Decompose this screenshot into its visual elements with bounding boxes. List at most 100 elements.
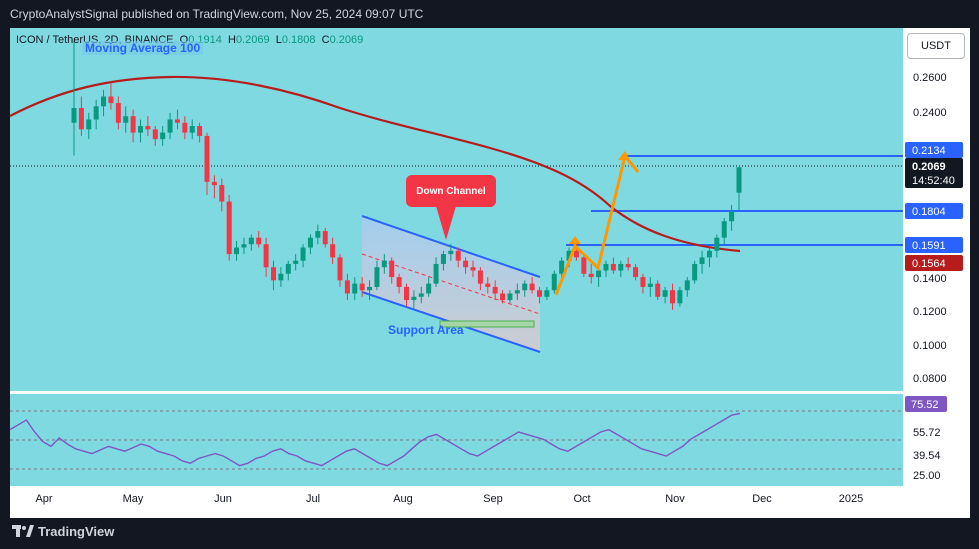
candle-body: [152, 129, 158, 140]
candle-body: [684, 280, 690, 291]
time-tick: Jun: [214, 493, 232, 505]
candle-body: [359, 283, 365, 291]
candle-body: [463, 260, 469, 268]
candle-body: [507, 293, 513, 301]
high-value: 0.2069: [235, 34, 270, 46]
candle-body: [123, 116, 129, 123]
candle-body: [625, 263, 631, 268]
moving-average-label[interactable]: Moving Average 100: [82, 41, 204, 55]
support-area-label: Support Area: [388, 323, 464, 337]
time-tick: Dec: [752, 493, 772, 505]
candle-body: [182, 122, 188, 133]
candle-body: [160, 132, 166, 140]
candle-body: [189, 126, 195, 133]
high-label: H: [227, 34, 236, 46]
candle-body: [322, 231, 328, 245]
candle-body: [234, 247, 240, 255]
candle-body: [596, 270, 602, 278]
candle-body: [610, 263, 616, 271]
candle-body: [93, 106, 99, 120]
candle-body: [374, 267, 380, 287]
candle-body: [544, 290, 550, 297]
candle-body: [248, 237, 254, 245]
candle-body: [721, 221, 727, 238]
level-low-badge: [905, 237, 963, 253]
down-channel-callout: Down Channel: [406, 175, 496, 240]
time-tick: Apr: [35, 493, 52, 505]
time-tick: May: [123, 493, 144, 505]
candle-body: [300, 247, 306, 261]
candle-body: [396, 277, 402, 287]
candle-body: [381, 260, 387, 268]
candle-body: [174, 119, 180, 123]
candle-body: [500, 293, 506, 301]
time-ticks: Apr May Jun Jul Aug Sep Oct Nov Dec 2025: [35, 493, 863, 505]
low-value: 0.1808: [281, 34, 316, 46]
candle-body: [71, 107, 77, 123]
ma-value-badge: [905, 255, 963, 271]
candle-body: [559, 260, 565, 274]
candle-body: [418, 293, 424, 297]
candle-body: [204, 135, 210, 182]
level-mid-badge: [905, 203, 963, 219]
candle-body: [714, 237, 720, 251]
candle-body: [108, 96, 114, 104]
price-tick: 0.1400: [913, 273, 947, 285]
time-axis[interactable]: [10, 486, 903, 518]
support-area-box: [439, 320, 535, 328]
tradingview-brand: TradingView: [38, 524, 115, 539]
candle-body: [455, 250, 461, 261]
level-top-badge-text: 0.2134: [912, 145, 946, 157]
candle-body: [145, 126, 151, 130]
candle-body: [315, 231, 321, 238]
candle-body: [692, 263, 698, 281]
candle-body: [706, 250, 712, 258]
ma-value-badge-text: 0.1564: [912, 258, 946, 270]
candle-body: [492, 286, 498, 294]
candle-body: [226, 201, 232, 255]
candle-body: [263, 244, 269, 268]
current-price-text: 0.2069: [912, 161, 946, 173]
low-label: L: [275, 34, 282, 46]
candle-body: [256, 237, 262, 245]
candle-body: [130, 116, 136, 133]
candle-body: [529, 283, 535, 291]
close-label: C: [321, 34, 330, 46]
candle-body: [640, 277, 646, 287]
candle-body: [278, 273, 284, 281]
candle-body: [337, 257, 343, 281]
price-tick: 0.1000: [913, 340, 947, 352]
moving-average-100-line: [9, 75, 741, 253]
candle-body: [352, 283, 358, 294]
osc-tick: 55.72: [913, 427, 941, 439]
candle-body: [330, 244, 336, 258]
oscillator-line: [9, 412, 741, 467]
projection-arrow-head-1: [569, 236, 581, 244]
candle-body: [588, 273, 594, 278]
price-tick: 0.1200: [913, 306, 947, 318]
tradingview-logo[interactable]: TradingView: [12, 524, 114, 539]
candle-body: [662, 290, 668, 297]
osc-value-badge-text: 75.52: [911, 399, 939, 411]
candle-body: [581, 257, 587, 274]
candle-body: [729, 211, 735, 222]
candle-body: [440, 254, 446, 264]
osc-value-badge: [905, 396, 947, 412]
candle-body: [389, 260, 395, 278]
candle-body: [647, 283, 653, 287]
candle-body: [433, 263, 439, 284]
currency-button[interactable]: USDT: [907, 33, 965, 59]
time-tick: Aug: [393, 493, 413, 505]
time-tick: Oct: [573, 493, 590, 505]
candle-body: [522, 283, 528, 291]
candle-body: [78, 107, 84, 130]
time-tick: Nov: [665, 493, 685, 505]
price-tick: 0.0800: [913, 373, 947, 385]
osc-tick: 25.00: [913, 470, 941, 482]
candle-body: [411, 296, 417, 301]
price-pane[interactable]: [10, 28, 903, 391]
candle-body: [167, 119, 173, 133]
candle-body: [219, 185, 225, 202]
candle-body: [633, 267, 639, 278]
